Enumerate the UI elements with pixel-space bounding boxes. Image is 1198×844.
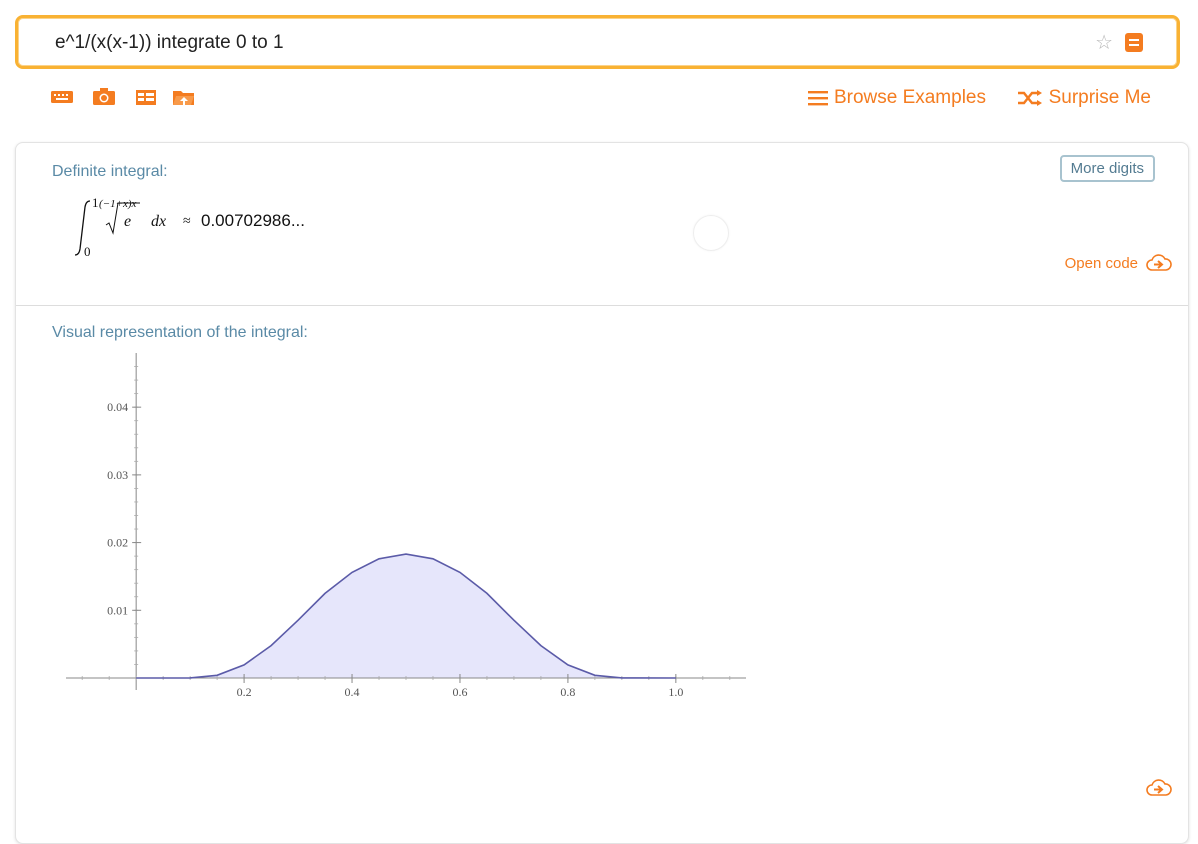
- submit-button[interactable]: [1125, 33, 1143, 52]
- x-tick-label: 0.8: [560, 685, 575, 699]
- root-sign: [105, 202, 140, 235]
- definite-integral-title: Definite integral:: [52, 163, 168, 180]
- open-code-link[interactable]: Open code: [1065, 254, 1172, 272]
- search-input[interactable]: e^1/(x(x-1)) integrate 0 to 1: [55, 32, 284, 53]
- cloud-arrow-icon[interactable]: [1146, 779, 1172, 802]
- lower-limit: 0: [84, 244, 91, 259]
- surprise-me-label: Surprise Me: [1048, 87, 1151, 108]
- pod-divider: [16, 305, 1188, 306]
- integral-plot: 0.2 0.4 0.6 0.8 1.0 0.01 0.02 0.03 0.04: [66, 353, 746, 699]
- integral-sign: [74, 200, 91, 256]
- more-digits-button[interactable]: More digits: [1059, 155, 1155, 182]
- surprise-me-link[interactable]: Surprise Me: [1017, 87, 1151, 109]
- camera-icon[interactable]: [92, 86, 116, 108]
- differential: dx: [151, 213, 166, 230]
- x-tick-label: 0.2: [237, 685, 252, 699]
- visual-representation-title: Visual representation of the integral:: [52, 324, 308, 341]
- table-icon[interactable]: [134, 86, 158, 108]
- results-panel: Definite integral: More digits 1 0 (−1+x…: [15, 142, 1189, 844]
- folder-upload-icon[interactable]: [172, 86, 196, 108]
- y-tick-label: 0.04: [107, 400, 128, 414]
- loading-indicator: [693, 215, 729, 251]
- x-tick-label: 0.6: [452, 685, 467, 699]
- function-curve: [136, 553, 676, 679]
- browse-examples-link[interactable]: Browse Examples: [807, 87, 986, 109]
- y-tick-label: 0.03: [107, 468, 128, 482]
- keyboard-icon[interactable]: [50, 86, 74, 108]
- star-icon[interactable]: ☆: [1095, 32, 1113, 54]
- result-value: 0.00702986...: [201, 211, 305, 230]
- upper-limit: 1: [92, 195, 99, 210]
- y-tick-label: 0.01: [107, 603, 128, 617]
- x-tick-label: 0.4: [345, 685, 360, 699]
- area-fill: [136, 554, 676, 678]
- integral-expression: 1 0 (−1+x)x e dx ≈ 0.00702986...: [66, 193, 466, 263]
- x-tick-label: 1.0: [668, 685, 683, 699]
- radicand: e: [124, 213, 131, 230]
- approx-symbol: ≈: [183, 214, 191, 229]
- y-tick-label: 0.02: [107, 536, 128, 550]
- shuffle-icon: [1017, 90, 1042, 106]
- open-code-label: Open code: [1064, 255, 1138, 272]
- menu-icon: [807, 91, 828, 106]
- browse-examples-label: Browse Examples: [833, 87, 986, 108]
- search-box[interactable]: e^1/(x(x-1)) integrate 0 to 1 ☆: [15, 15, 1180, 69]
- cloud-arrow-icon: [1146, 254, 1172, 271]
